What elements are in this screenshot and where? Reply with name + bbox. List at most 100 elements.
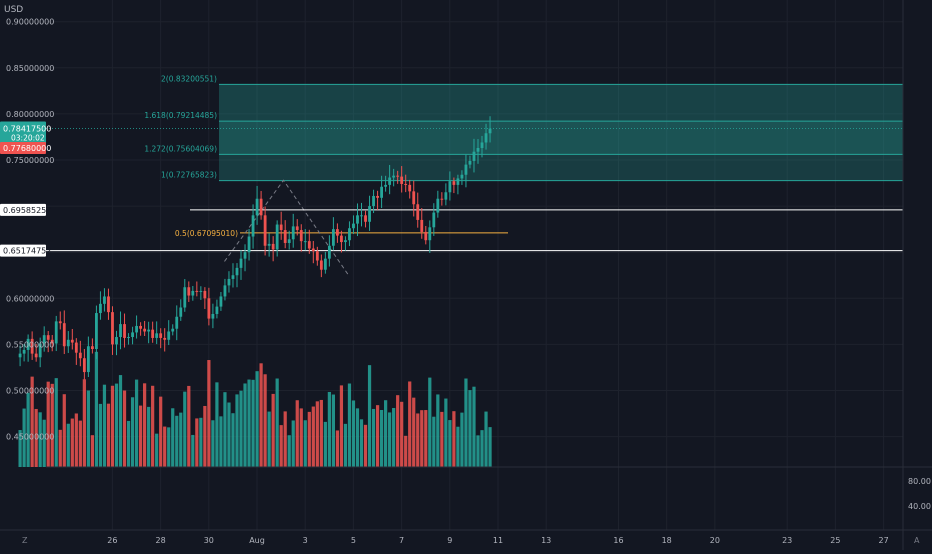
candle-body (227, 278, 231, 286)
candle-body (460, 174, 464, 179)
volume-bar (335, 430, 340, 467)
price-tick-label: 0.45000000 (6, 433, 54, 442)
pattern-drawing[interactable] (224, 179, 349, 276)
corner-label-right[interactable]: A (914, 536, 920, 545)
fib-zone (219, 154, 903, 181)
candle-body (356, 215, 359, 224)
candle-body (147, 329, 151, 332)
time-tick-label: 16 (613, 536, 623, 545)
volume-bar (283, 411, 287, 467)
level-tag-bg (0, 203, 46, 216)
volume-bar (267, 411, 271, 467)
volume-bar (30, 376, 34, 467)
time-tick-label: 27 (879, 536, 889, 545)
price-tick-label: 0.55000000 (6, 340, 54, 349)
volume-bar (323, 421, 327, 467)
volume-bar (98, 403, 103, 467)
price-axis[interactable]: 0.90000000 0.85000000 0.80000000 0.75000000… (6, 18, 54, 442)
volume-bar (412, 397, 416, 467)
volume-bar (424, 410, 428, 467)
candle-body (167, 331, 171, 340)
volume-tick-label: 40.00 (908, 502, 931, 511)
candle-body (488, 128, 492, 134)
candle-body (380, 186, 384, 198)
volume-bar (287, 435, 291, 467)
candle-body (111, 312, 114, 345)
volume-bar (279, 425, 283, 467)
volume-bar (480, 430, 484, 467)
volume-bar (488, 427, 492, 467)
candle-body (231, 275, 235, 279)
volume-bar (42, 419, 46, 467)
candle-body (139, 325, 143, 329)
time-tick-label: 30 (204, 536, 214, 545)
currency-label: USD (4, 5, 23, 15)
time-axis[interactable]: 26 28 30 Aug 3 5 7 9 11 13 16 18 20 23 25 27 (107, 536, 888, 545)
volume-bar (26, 392, 30, 467)
candle-body (416, 204, 420, 220)
candle-body (66, 339, 70, 347)
time-tick-label: 28 (156, 536, 166, 545)
volume-bar (223, 392, 227, 467)
candle-body (50, 339, 54, 344)
candle-body (159, 333, 163, 338)
volume-bar (110, 385, 115, 467)
time-tick-label: 18 (662, 536, 672, 545)
candle-body (107, 296, 110, 313)
candle-body (255, 198, 259, 216)
volume-bar (78, 420, 82, 467)
horizontal-levels[interactable] (46, 209, 903, 252)
volume-bar (46, 381, 50, 467)
time-tick-label: 26 (107, 536, 117, 545)
volume-bar (420, 410, 424, 467)
candle-body (263, 215, 267, 246)
candle-body (472, 151, 476, 161)
candle-body (86, 346, 90, 373)
volume-bar (247, 379, 251, 467)
candle-body (303, 241, 307, 243)
volume-bar (388, 412, 392, 467)
candle-body (480, 142, 484, 149)
volume-bar (151, 385, 155, 467)
candle-body (46, 335, 50, 340)
volume-bar (440, 411, 444, 467)
candle-body (323, 258, 327, 270)
candle-body (82, 358, 86, 373)
volume-bar (143, 383, 147, 467)
time-tick-label: 13 (541, 536, 551, 545)
volume-bar (187, 385, 191, 467)
volume-tick-label: 80.00 (908, 477, 931, 486)
candle-body (404, 183, 408, 185)
candle-body (344, 240, 347, 243)
volume-bar (62, 394, 66, 467)
corner-label-left[interactable]: Z (22, 536, 28, 545)
volume-bar (396, 395, 400, 467)
volume-bar (50, 383, 54, 467)
current-price-label: 0.78417500 (3, 124, 51, 133)
volume-bar (311, 406, 315, 467)
time-tick-label: 9 (447, 536, 452, 545)
volume-bar (460, 412, 464, 467)
volume-bar (86, 390, 90, 467)
candle-body (376, 195, 379, 198)
time-tick-label: 20 (710, 536, 720, 545)
volume-bar (408, 381, 412, 467)
volume-bar (163, 426, 167, 467)
candle-body (372, 195, 375, 207)
fib-extension-tool[interactable]: 2(0.83200551) 1.618(0.79214485) 1.272(0.75… (46, 74, 903, 238)
candle-body (424, 231, 428, 241)
volume-bar (363, 424, 368, 467)
candle-body (299, 230, 303, 242)
volume-bar (171, 408, 175, 467)
volume-bar (275, 378, 279, 467)
volume-bar (227, 402, 231, 467)
volume-bar (147, 406, 151, 467)
fib-level-label: 1.618(0.79214485) (144, 111, 217, 120)
countdown-label: 03:20:02 (11, 133, 45, 142)
candle-body (368, 206, 371, 222)
volume-bar (379, 410, 384, 467)
triangle-pattern-line (224, 179, 349, 276)
volume-bar (102, 384, 107, 467)
